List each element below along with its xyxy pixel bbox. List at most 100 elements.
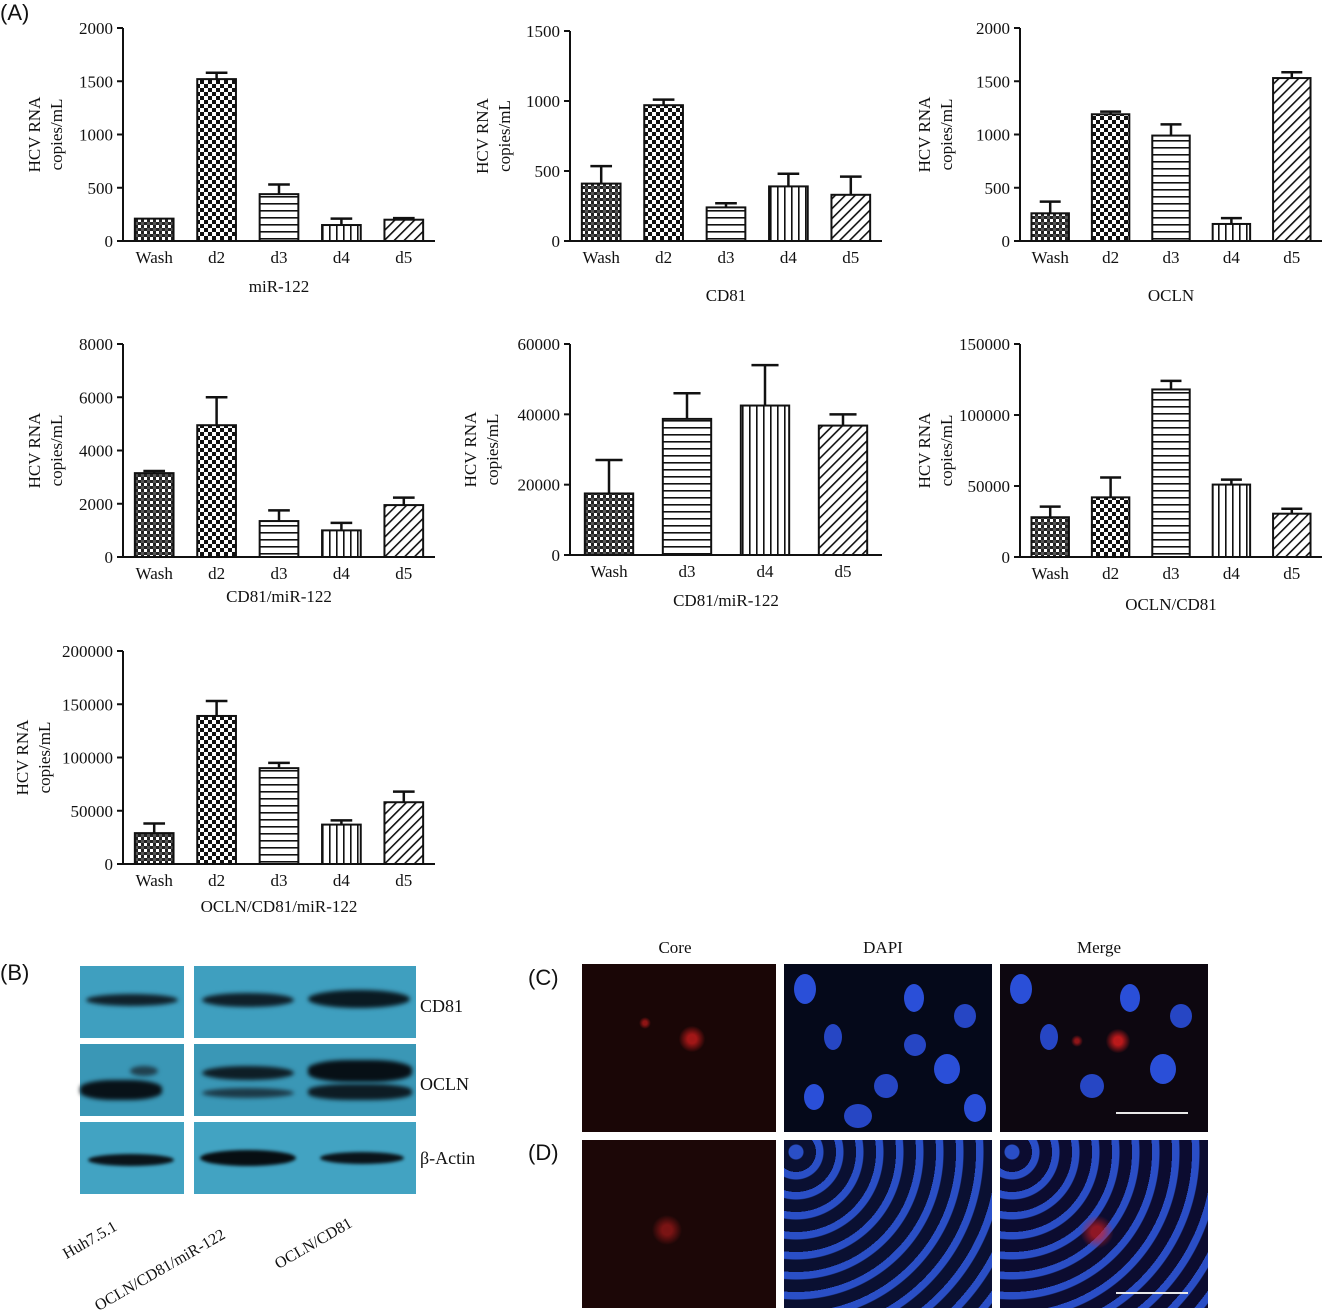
y-tick-label: 1500 bbox=[976, 72, 1010, 91]
panel-label-d: (D) bbox=[528, 1140, 559, 1165]
micro-d-dapi bbox=[784, 1140, 992, 1308]
y-tick-label: 6000 bbox=[79, 388, 113, 407]
x-tick-label: d5 bbox=[395, 871, 412, 890]
blot-lane-ocln-cd81: OCLN/CD81 bbox=[272, 1214, 356, 1273]
x-tick-label: d2 bbox=[655, 248, 672, 267]
x-tick-label: d4 bbox=[780, 248, 798, 267]
x-tick-label: d5 bbox=[395, 248, 412, 267]
y-tick-label: 1500 bbox=[526, 22, 560, 41]
y-tick-label: 1000 bbox=[79, 126, 113, 145]
y-tick-label: 2000 bbox=[79, 19, 113, 38]
chart-3: 0 500 1000 1500 2000 HCV RNA copies/mL Wash d2 d3… bbox=[915, 19, 1322, 305]
y-axis-label: HCV RNA bbox=[915, 412, 934, 488]
x-tick-label: d4 bbox=[333, 564, 351, 583]
y-tick-label: 0 bbox=[552, 546, 561, 565]
blot-label-actin: β-Actin bbox=[420, 1148, 476, 1168]
bar-d3 bbox=[705, 206, 747, 242]
y-tick-label: 60000 bbox=[518, 335, 561, 354]
y-axis-label: HCV RNA bbox=[461, 411, 480, 487]
y-tick-label: 100000 bbox=[959, 406, 1010, 425]
chart-title: OCLN bbox=[1148, 286, 1194, 305]
y-tick-label: 500 bbox=[985, 179, 1011, 198]
blot-row-cd81 bbox=[80, 966, 416, 1038]
x-tick-label: d2 bbox=[1102, 564, 1119, 583]
y-axis-label: HCV RNA bbox=[25, 412, 44, 488]
x-tick-label: Wash bbox=[1032, 564, 1070, 583]
y-tick-label: 200000 bbox=[62, 642, 113, 661]
x-tick-label: d3 bbox=[271, 871, 288, 890]
chart-7: 0 50000 100000 150000 200000 HCV RNA copies/mL… bbox=[13, 642, 435, 916]
x-tick-label: d4 bbox=[333, 871, 351, 890]
bar-d3 bbox=[258, 767, 300, 866]
bar-d5 bbox=[383, 218, 425, 242]
x-tick-label: Wash bbox=[590, 562, 628, 581]
bar-d2 bbox=[1090, 113, 1131, 242]
x-tick-label: d5 bbox=[1283, 564, 1300, 583]
bar-d5 bbox=[383, 801, 425, 865]
chart-4: 0 2000 4000 6000 8000 HCV RNA copies/mL Wash d2 d… bbox=[25, 335, 435, 606]
y-tick-label: 0 bbox=[552, 232, 561, 251]
bar-d2 bbox=[196, 424, 237, 558]
y-tick-label: 0 bbox=[105, 855, 114, 874]
chart-title: CD81 bbox=[706, 286, 747, 305]
bar-d4 bbox=[321, 529, 362, 558]
bar-d4 bbox=[1211, 483, 1252, 558]
x-tick-label: d5 bbox=[842, 248, 859, 267]
x-tick-label: d4 bbox=[757, 562, 775, 581]
micro-c-core bbox=[582, 964, 776, 1132]
y-tick-label: 150000 bbox=[62, 695, 113, 714]
x-tick-label: d5 bbox=[1283, 248, 1300, 267]
y-axis-label: copies/mL bbox=[47, 415, 66, 487]
bar-d5 bbox=[830, 193, 872, 243]
x-tick-label: d3 bbox=[1163, 564, 1180, 583]
x-tick-label: Wash bbox=[136, 871, 174, 890]
x-tick-label: d4 bbox=[333, 248, 351, 267]
micro-c-dapi bbox=[784, 964, 992, 1132]
bar-d5 bbox=[1272, 512, 1312, 559]
micro-head-dapi: DAPI bbox=[863, 938, 903, 957]
y-axis-label: copies/mL bbox=[47, 99, 66, 171]
x-tick-label: d3 bbox=[271, 248, 288, 267]
y-axis-label: HCV RNA bbox=[915, 96, 934, 172]
y-axis-label: HCV RNA bbox=[13, 719, 32, 795]
chart-6: 0 50000 100000 150000 HCV RNA copies/mL Wash d2… bbox=[915, 335, 1322, 614]
panel-label-b: (B) bbox=[0, 960, 30, 985]
y-axis-label: copies/mL bbox=[937, 99, 956, 171]
bar-d3 bbox=[258, 193, 300, 242]
western-blot bbox=[80, 966, 416, 1206]
x-tick-label: d2 bbox=[208, 871, 225, 890]
x-tick-label: d3 bbox=[679, 562, 696, 581]
x-tick-label: d3 bbox=[271, 564, 288, 583]
y-tick-label: 50000 bbox=[968, 477, 1011, 496]
y-tick-label: 50000 bbox=[71, 802, 114, 821]
blot-row-ocln bbox=[80, 1044, 416, 1116]
scale-bar bbox=[1116, 1292, 1188, 1294]
x-tick-label: Wash bbox=[1032, 248, 1070, 267]
micro-d-merge bbox=[1000, 1140, 1208, 1308]
y-tick-label: 2000 bbox=[976, 19, 1010, 38]
bar-d4 bbox=[1211, 222, 1252, 243]
x-tick-label: d2 bbox=[208, 564, 225, 583]
y-axis-label: HCV RNA bbox=[25, 96, 44, 172]
x-tick-label: d5 bbox=[835, 562, 852, 581]
y-tick-label: 0 bbox=[1002, 232, 1011, 251]
chart-title: OCLN/CD81/miR-122 bbox=[201, 897, 358, 916]
bar-d5 bbox=[817, 424, 869, 556]
y-tick-label: 0 bbox=[1002, 548, 1011, 567]
micro-d-core bbox=[582, 1140, 776, 1308]
bar-wash bbox=[1030, 516, 1070, 558]
chart-title: CD81/miR-122 bbox=[673, 591, 779, 610]
bar-d4 bbox=[321, 224, 362, 242]
bar-wash bbox=[583, 492, 635, 557]
x-tick-label: d4 bbox=[1223, 564, 1241, 583]
y-tick-label: 150000 bbox=[959, 335, 1010, 354]
chart-1: 0 500 1000 1500 2000 HCV RNA copies/mL Wash d2 d3… bbox=[25, 19, 435, 296]
panel-label-a: (A) bbox=[0, 0, 30, 25]
y-axis-label: copies/mL bbox=[937, 415, 956, 487]
bar-d3 bbox=[258, 520, 300, 559]
y-tick-label: 1000 bbox=[976, 126, 1010, 145]
y-tick-label: 500 bbox=[88, 179, 114, 198]
chart-5: 0 20000 40000 60000 HCV RNA copies/mL Wash d3 d4… bbox=[461, 335, 882, 610]
bar-wash bbox=[133, 472, 175, 559]
